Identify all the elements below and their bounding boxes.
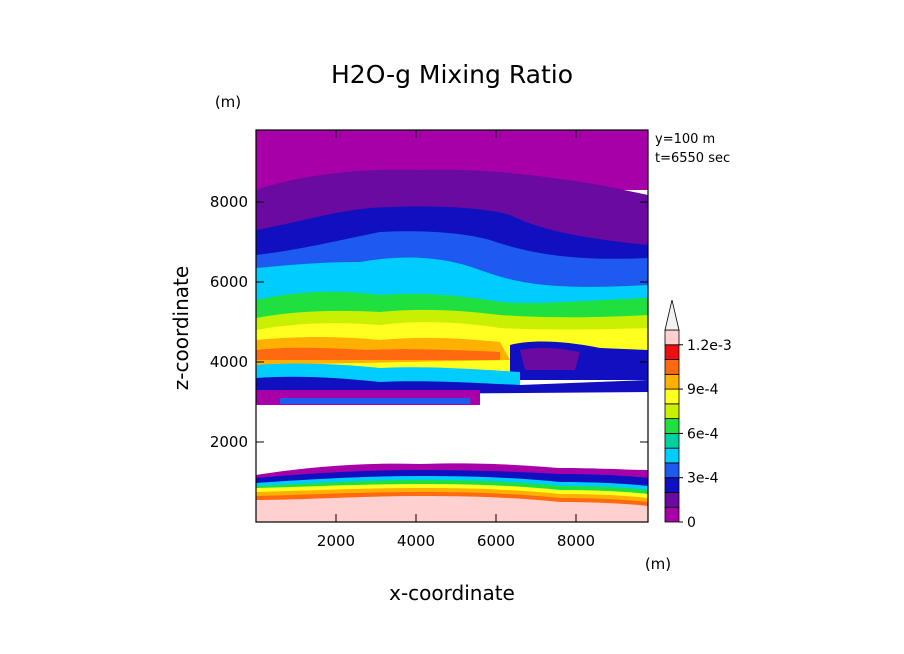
- colorbar-label: 1.2e-3: [687, 338, 732, 354]
- colorbar-swatch: [664, 344, 680, 360]
- y-tick-label: 4000: [210, 353, 248, 371]
- contour-band: [256, 347, 500, 360]
- y-tick-label: 6000: [210, 273, 248, 291]
- annotation-t: t=6550 sec: [655, 151, 730, 166]
- colorbar-swatch: [664, 403, 680, 420]
- colorbar-label: 6e-4: [687, 426, 719, 442]
- contour-field: [256, 130, 648, 522]
- chart-title: H2O-g Mixing Ratio: [331, 60, 573, 89]
- colorbar-swatch: [664, 492, 680, 508]
- colorbar-swatch: [664, 373, 680, 390]
- x-tick-label: 6000: [477, 532, 515, 550]
- contour-band: [280, 398, 470, 404]
- colorbar-swatch: [664, 447, 680, 464]
- y-tick-label: 8000: [210, 193, 248, 211]
- y-axis: 2000 4000 6000 8000: [210, 193, 648, 451]
- colorbar-swatch: [664, 477, 680, 493]
- colorbar-swatch: [664, 418, 680, 434]
- colorbar: 0 3e-4 6e-4 9e-4 1.2e-3: [664, 299, 732, 531]
- x-tick-label: 2000: [317, 532, 355, 550]
- contour-band: [256, 496, 648, 522]
- x-unit-label: (m): [645, 555, 671, 573]
- colorbar-label: 0: [687, 515, 696, 531]
- x-axis: 2000 4000 6000 8000: [317, 130, 595, 550]
- colorbar-swatch: [664, 359, 680, 375]
- y-tick-label: 2000: [210, 433, 248, 451]
- x-axis-label: x-coordinate: [389, 581, 515, 605]
- colorbar-swatch: [664, 388, 680, 405]
- colorbar-swatch: [664, 329, 680, 346]
- dry-region: [256, 405, 648, 465]
- colorbar-swatch: [664, 506, 680, 523]
- x-tick-label: 8000: [557, 532, 595, 550]
- y-axis-label: z-coordinate: [169, 266, 193, 390]
- colorbar-label: 9e-4: [687, 382, 719, 398]
- plot-frame: [255, 129, 649, 523]
- colorbar-swatch: [664, 432, 680, 449]
- y-unit-label: (m): [215, 93, 241, 111]
- colorbar-label: 3e-4: [687, 471, 719, 487]
- contour-band: [520, 347, 580, 370]
- colorbar-swatch: [664, 462, 680, 479]
- colorbar-extend-arrow: [664, 299, 680, 331]
- annotation-y: y=100 m: [655, 132, 715, 147]
- x-tick-label: 4000: [397, 532, 435, 550]
